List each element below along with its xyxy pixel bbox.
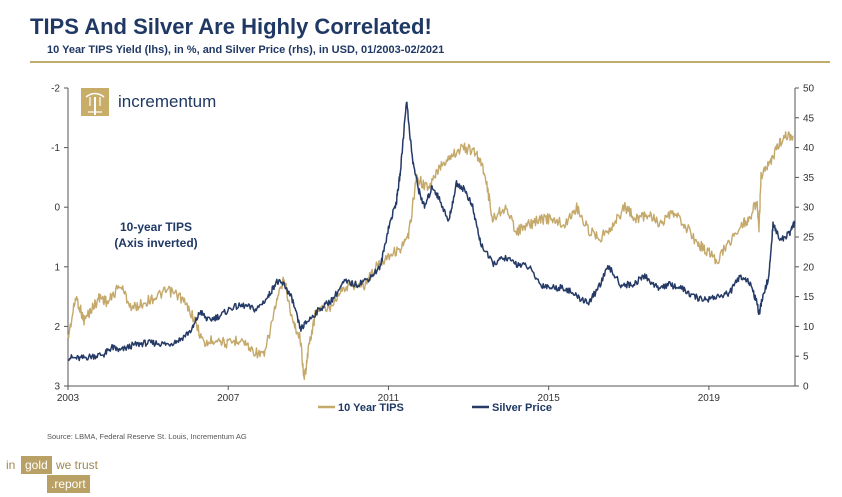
right-axis-tick-label: 35 <box>803 173 815 184</box>
right-axis-tick-label: 10 <box>803 322 815 333</box>
right-axis-tick-label: 40 <box>803 143 815 154</box>
left-axis-tick-label: 2 <box>54 322 60 333</box>
source-note: Source: LBMA, Federal Reserve St. Louis,… <box>47 432 247 441</box>
right-axis-tick-label: 0 <box>803 382 809 393</box>
brand-trust: we trust <box>56 458 99 472</box>
title-divider <box>30 61 830 63</box>
logo-text: incrementum <box>118 92 217 111</box>
left-axis-tick-label: -1 <box>51 143 60 154</box>
annotation-line-2: (Axis inverted) <box>114 236 197 250</box>
right-axis-tick-label: 50 <box>803 84 815 95</box>
right-axis-tick-label: 45 <box>803 113 815 124</box>
x-axis-tick-label: 2011 <box>378 393 400 404</box>
brand-report: .report <box>47 475 90 493</box>
left-axis-tick-label: 0 <box>54 203 60 214</box>
series-line-silver-price <box>67 101 796 362</box>
page-title: TIPS And Silver Are Highly Correlated! <box>30 14 432 39</box>
legend-label-10-year-tips: 10 Year TIPS <box>338 402 404 414</box>
left-axis-tick-label: 3 <box>54 382 60 393</box>
left-axis-tick-label: 1 <box>54 262 60 273</box>
x-axis-tick-label: 2015 <box>538 393 561 404</box>
right-axis-tick-label: 5 <box>803 352 809 363</box>
tree-icon <box>81 88 109 116</box>
annotation-line-1: 10-year TIPS <box>120 220 192 234</box>
right-axis-tick-label: 25 <box>803 233 815 244</box>
series-line-10-year-tips <box>67 131 794 380</box>
right-axis-tick-label: 20 <box>803 262 815 273</box>
legend-label-silver-price: Silver Price <box>492 402 552 414</box>
left-axis-tick-label: -2 <box>51 84 60 95</box>
x-axis-tick-label: 2003 <box>57 393 80 404</box>
brand-in: in <box>6 458 16 472</box>
brand-gold: gold <box>21 456 52 474</box>
x-axis-tick-label: 2019 <box>698 393 721 404</box>
right-axis-tick-label: 15 <box>803 292 815 303</box>
chart-subtitle: 10 Year TIPS Yield (lhs), in %, and Silv… <box>47 44 445 56</box>
x-axis-tick-label: 2007 <box>217 393 240 404</box>
right-axis-tick-label: 30 <box>803 203 815 214</box>
